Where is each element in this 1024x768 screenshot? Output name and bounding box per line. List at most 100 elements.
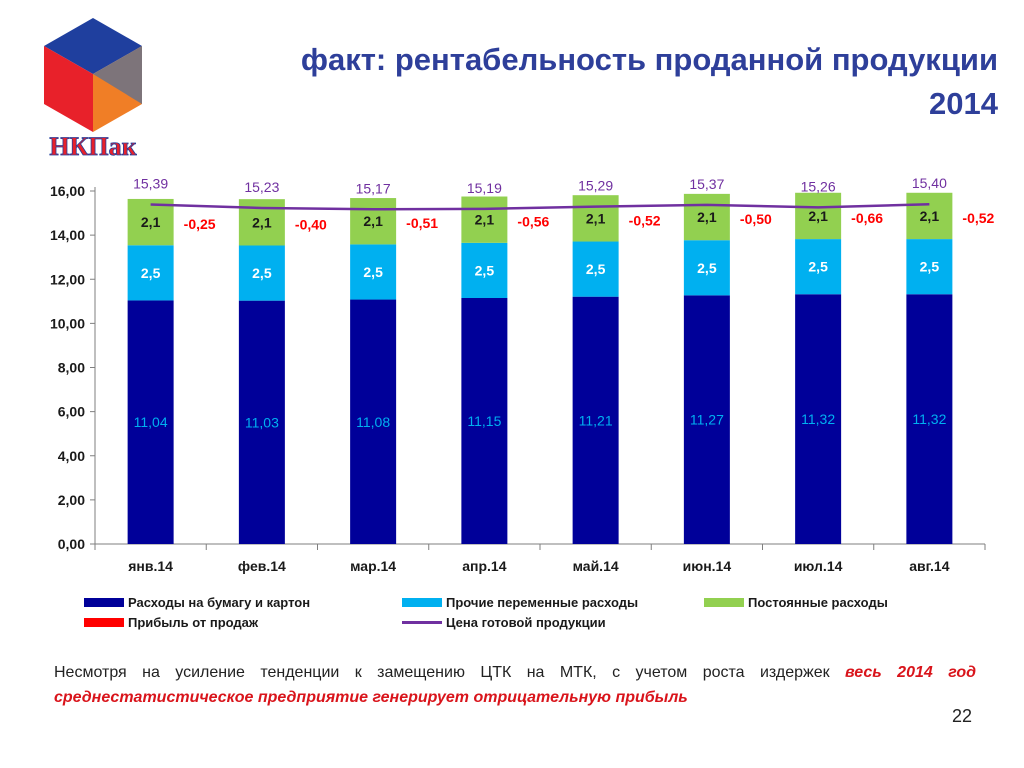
page-title: факт: рентабельность проданной продукции… — [198, 38, 998, 126]
bar-other-var — [127, 245, 174, 301]
legend-swatch-price — [402, 621, 442, 624]
x-tick-label: янв.14 — [128, 558, 173, 574]
x-tick-label: июн.14 — [683, 558, 732, 574]
bar-paper — [906, 294, 953, 544]
page-number: 22 — [951, 706, 972, 726]
note-emphasis: весь 2014 год среднестатистическое предп… — [54, 664, 976, 706]
bar-fixed — [461, 196, 508, 243]
logo-text: НКПак — [49, 132, 136, 161]
y-tick-label: 4,00 — [58, 448, 85, 464]
bar-other-var — [350, 244, 397, 300]
y-tick-label: 16,00 — [50, 183, 85, 199]
data-label-fixed: 2,1 — [363, 213, 383, 229]
data-label-fixed: 2,1 — [252, 214, 272, 230]
data-label-price: 15,26 — [801, 178, 836, 194]
data-label-price: 15,29 — [578, 178, 613, 194]
data-label-profit: -0,40 — [295, 216, 327, 232]
x-tick-label: апр.14 — [462, 558, 506, 574]
data-label-fixed: 2,1 — [697, 209, 717, 225]
data-label-paper: 11,08 — [356, 414, 390, 430]
y-tick-label: 12,00 — [50, 271, 85, 287]
data-label-fixed: 2,1 — [475, 212, 495, 228]
legend-item-fixed: Постоянные расходы — [704, 595, 888, 610]
bar-paper — [461, 298, 508, 544]
bar-paper — [238, 300, 285, 544]
data-label-profit: -0,66 — [851, 210, 883, 226]
data-label-fixed: 2,1 — [808, 208, 828, 224]
y-tick-label: 2,00 — [58, 492, 85, 508]
bar-fixed — [683, 193, 730, 241]
data-label-profit: -0,51 — [406, 215, 438, 231]
bar-paper — [795, 294, 842, 544]
data-label-profit: -0,25 — [184, 216, 216, 232]
data-label-other-var: 2,5 — [363, 264, 383, 280]
data-label-price: 15,40 — [912, 175, 947, 191]
y-tick-label: 10,00 — [50, 315, 85, 331]
data-label-fixed: 2,1 — [141, 214, 161, 230]
data-label-other-var: 2,5 — [697, 260, 717, 276]
bar-other-var — [683, 240, 730, 296]
x-tick-label: май.14 — [573, 558, 619, 574]
legend-swatch-profit — [84, 618, 124, 627]
bar-other-var — [572, 241, 619, 297]
y-tick-label: 0,00 — [58, 536, 85, 552]
note-plain: Несмотря на усиление тенденции к замещен… — [54, 664, 846, 681]
legend-label-price: Цена готовой продукции — [446, 615, 606, 630]
data-label-other-var: 2,5 — [252, 265, 272, 281]
legend-swatch-other-var — [402, 598, 442, 607]
title-line-2: 2014 — [929, 86, 998, 121]
x-tick-label: фев.14 — [238, 558, 286, 574]
line-price — [150, 202, 930, 211]
bar-fixed — [795, 192, 842, 240]
conclusion-note: Несмотря на усиление тенденции к замещен… — [54, 660, 976, 710]
data-label-other-var: 2,5 — [920, 259, 940, 275]
legend-item-profit: Прибыль от продаж — [84, 615, 258, 630]
title-line-1: факт: рентабельность проданной продукции — [300, 42, 998, 77]
legend-label-other-var: Прочие переменные расходы — [446, 595, 639, 610]
data-label-paper: 11,04 — [134, 414, 168, 430]
legend-label-profit: Прибыль от продаж — [128, 615, 259, 630]
bar-fixed — [350, 198, 397, 245]
data-label-paper: 11,15 — [467, 413, 501, 429]
legend-swatch-fixed — [704, 598, 744, 607]
data-label-price: 15,23 — [244, 179, 279, 195]
data-label-other-var: 2,5 — [141, 265, 161, 281]
data-label-profit: -0,52 — [962, 210, 994, 226]
data-label-other-var: 2,5 — [475, 262, 495, 278]
data-label-paper: 11,27 — [690, 412, 724, 428]
y-tick-label: 14,00 — [50, 227, 85, 243]
nkpak-logo: НКПак — [36, 18, 150, 161]
legend-swatch-paper — [84, 598, 124, 607]
legend-label-fixed: Постоянные расходы — [748, 595, 888, 610]
legend-item-other-var: Прочие переменные расходы — [402, 595, 638, 610]
bar-other-var — [461, 242, 508, 299]
data-label-profit: -0,52 — [629, 212, 661, 228]
data-label-fixed: 2,1 — [586, 210, 606, 226]
data-label-paper: 11,03 — [245, 414, 279, 430]
bar-paper — [127, 300, 174, 544]
bar-fixed — [572, 195, 619, 242]
y-tick-label: 6,00 — [58, 404, 85, 420]
data-label-price: 15,19 — [467, 180, 502, 196]
bar-other-var — [238, 245, 285, 301]
bar-fixed — [127, 198, 174, 246]
bar-paper — [572, 296, 619, 544]
bar-paper — [683, 295, 730, 544]
x-tick-label: мар.14 — [350, 558, 396, 574]
data-label-price: 15,37 — [689, 176, 724, 192]
data-label-profit: -0,56 — [517, 214, 549, 230]
data-label-price: 15,39 — [133, 175, 168, 191]
data-label-profit: -0,50 — [740, 211, 772, 227]
data-label-other-var: 2,5 — [808, 259, 828, 275]
legend-item-price: Цена готовой продукции — [402, 615, 606, 630]
x-tick-label: июл.14 — [794, 558, 843, 574]
bar-paper — [350, 299, 397, 544]
data-label-paper: 11,21 — [579, 412, 613, 428]
y-tick-label: 8,00 — [58, 360, 85, 376]
data-label-paper: 11,32 — [801, 411, 835, 427]
bar-other-var — [906, 239, 953, 295]
bar-fixed — [906, 192, 953, 240]
x-tick-label: авг.14 — [909, 558, 949, 574]
bar-other-var — [795, 239, 842, 295]
